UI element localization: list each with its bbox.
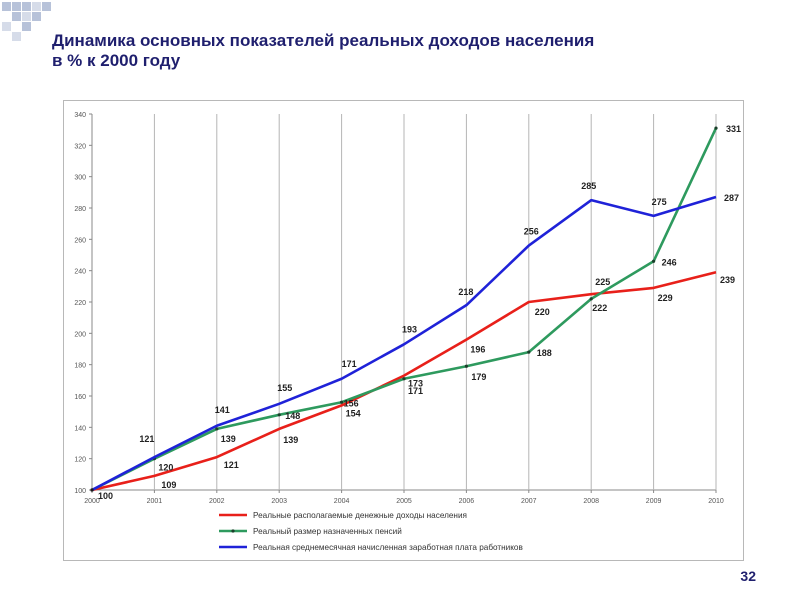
series-2-point bbox=[340, 400, 344, 404]
slide-title-line2: в % к 2000 году bbox=[52, 51, 181, 70]
data-label-series-3: 218 bbox=[458, 287, 473, 297]
data-label-series-3: 155 bbox=[277, 383, 292, 393]
data-label-series-3: 287 bbox=[724, 193, 739, 203]
page-number: 32 bbox=[740, 568, 756, 584]
x-tick-label: 2010 bbox=[708, 498, 724, 505]
data-label-series-2: 188 bbox=[537, 348, 552, 358]
decor-square bbox=[12, 2, 21, 11]
y-tick-label: 340 bbox=[74, 112, 86, 119]
y-tick-label: 120 bbox=[74, 457, 86, 464]
x-tick-label: 2008 bbox=[583, 498, 599, 505]
line-chart: 100 120 140 160 180 200 220 240 260 280 300 320 340 2… bbox=[74, 112, 741, 552]
decor-square bbox=[12, 12, 21, 21]
series-3-point bbox=[90, 488, 94, 492]
y-tick-label: 240 bbox=[74, 269, 86, 276]
y-tick-label: 140 bbox=[74, 425, 86, 432]
decorative-squares bbox=[2, 2, 51, 41]
y-tick-label: 220 bbox=[74, 300, 86, 307]
data-label-series-1: 100 bbox=[98, 491, 113, 501]
data-label-series-3: 256 bbox=[524, 227, 539, 237]
slide-title-line1: Динамика основных показателей реальных д… bbox=[52, 31, 595, 50]
decor-square bbox=[22, 2, 31, 11]
data-label-series-1: 239 bbox=[720, 275, 735, 285]
data-label-series-1: 220 bbox=[535, 307, 550, 317]
data-label-series-3: 141 bbox=[215, 405, 230, 415]
x-tick-label: 2003 bbox=[271, 498, 287, 505]
y-tick-label: 300 bbox=[74, 175, 86, 182]
data-label-series-2: 148 bbox=[285, 411, 300, 421]
y-tick-label: 260 bbox=[74, 237, 86, 244]
x-tick-label: 2006 bbox=[459, 498, 475, 505]
slide-title: Динамика основных показателей реальных д… bbox=[52, 31, 782, 71]
data-label-series-2: 246 bbox=[662, 257, 677, 267]
series-line-1 bbox=[91, 270, 717, 492]
series-2-point bbox=[652, 259, 656, 263]
data-label-series-3: 121 bbox=[139, 434, 154, 444]
data-label-series-3: 171 bbox=[342, 359, 357, 369]
data-label-series-3: 193 bbox=[402, 324, 417, 334]
legend-marker bbox=[231, 529, 235, 533]
decor-square bbox=[32, 2, 41, 11]
series-2-point bbox=[215, 427, 219, 431]
x-tick-label: 2007 bbox=[521, 498, 537, 505]
decor-square bbox=[22, 12, 31, 21]
decor-square bbox=[2, 22, 11, 31]
data-label-series-1: 154 bbox=[346, 408, 361, 418]
data-label-series-1: 139 bbox=[283, 435, 298, 445]
data-label-series-1: 196 bbox=[470, 345, 485, 355]
y-tick-label: 100 bbox=[74, 488, 86, 495]
x-tick-label: 2004 bbox=[334, 498, 350, 505]
data-label-series-2: 179 bbox=[471, 372, 486, 382]
data-label-series-1: 173 bbox=[408, 379, 423, 389]
series-2-point bbox=[589, 297, 593, 301]
y-tick-label: 180 bbox=[74, 363, 86, 370]
x-tick-label: 2005 bbox=[396, 498, 412, 505]
data-label-series-2: 156 bbox=[344, 398, 359, 408]
data-label-series-2: 120 bbox=[158, 463, 173, 473]
x-tick-label: 2000 bbox=[84, 498, 100, 505]
decor-square bbox=[32, 12, 41, 21]
series-2-point bbox=[402, 377, 406, 381]
chart-frame: 100 120 140 160 180 200 220 240 260 280 300 320 340 2… bbox=[63, 100, 744, 561]
data-label-series-2: 222 bbox=[592, 303, 607, 313]
legend-label-3: Реальная среднемесячная начисленная зара… bbox=[253, 543, 523, 552]
decor-square bbox=[2, 2, 11, 11]
x-tick-label: 2001 bbox=[147, 498, 163, 505]
legend-label-2: Реальный размер назначенных пенсий bbox=[253, 527, 402, 536]
decor-square bbox=[42, 2, 51, 11]
x-tick-label: 2009 bbox=[646, 498, 662, 505]
y-tick-label: 320 bbox=[74, 143, 86, 150]
series-2-point bbox=[464, 364, 468, 368]
legend-label-1: Реальные располагаемые денежные доходы н… bbox=[253, 511, 467, 520]
series-2-point bbox=[527, 350, 531, 354]
y-tick-label: 160 bbox=[74, 394, 86, 401]
data-label-series-3: 275 bbox=[652, 197, 667, 207]
decor-square bbox=[22, 22, 31, 31]
data-label-series-2: 139 bbox=[221, 434, 236, 444]
data-label-series-2: 331 bbox=[726, 124, 741, 134]
decor-square bbox=[12, 32, 21, 41]
data-label-series-1: 109 bbox=[161, 480, 176, 490]
data-label-series-3: 285 bbox=[581, 181, 596, 191]
y-tick-label: 280 bbox=[74, 206, 86, 213]
data-label-series-2: 171 bbox=[408, 386, 423, 396]
data-label-series-1: 229 bbox=[658, 293, 673, 303]
data-label-series-1: 121 bbox=[224, 460, 239, 470]
series-line-3 bbox=[91, 195, 717, 492]
series-2-point bbox=[714, 126, 718, 130]
x-tick-label: 2002 bbox=[209, 498, 225, 505]
series-2-point bbox=[277, 413, 281, 417]
data-label-series-1: 225 bbox=[595, 277, 610, 287]
y-tick-label: 200 bbox=[74, 331, 86, 338]
